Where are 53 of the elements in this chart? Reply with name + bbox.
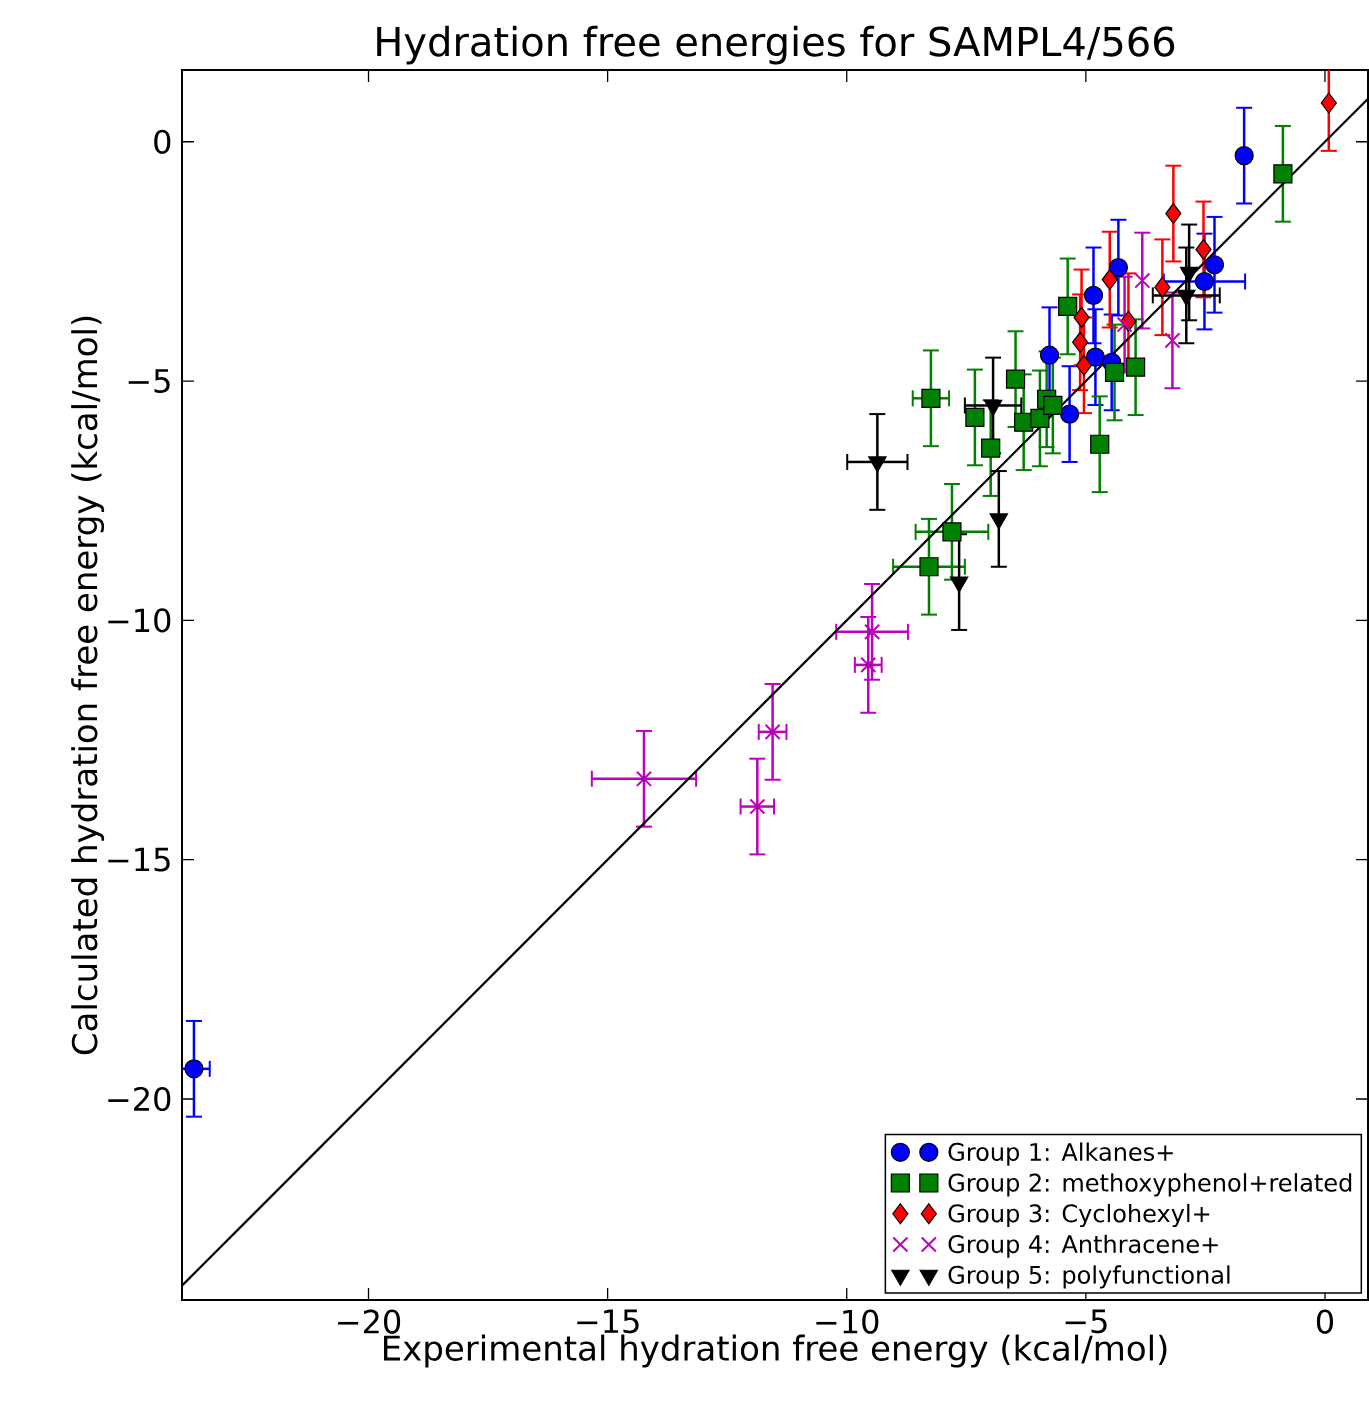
chart-title: Hydration free energies for SAMPL4/566 [377, 25, 1175, 65]
point [1194, 271, 1215, 292]
point [1075, 354, 1093, 376]
point [1060, 404, 1080, 424]
point [1073, 306, 1090, 329]
point [942, 522, 962, 542]
point [635, 770, 653, 787]
point [1005, 369, 1026, 389]
x-tick-label: 0 [1316, 1309, 1334, 1334]
y-tick-label: −5 [128, 369, 170, 393]
point [1164, 332, 1181, 349]
point [1273, 164, 1293, 184]
point [1134, 272, 1151, 289]
legend-label: Group 1: Alkanes+ [948, 1142, 1173, 1166]
point [919, 557, 939, 577]
legend-label: Group 2: methoxyphenol+related [948, 1173, 1352, 1197]
legend-label: Group 4: Anthracene+ [948, 1234, 1218, 1258]
point [764, 723, 781, 740]
y-tick-label: 0 [154, 129, 171, 154]
point [1204, 255, 1225, 275]
point [1154, 276, 1171, 298]
legend-label: Group 3: Cyclohexyl+ [948, 1203, 1210, 1228]
point [1101, 269, 1118, 291]
x-tick-label: −10 [816, 1309, 879, 1334]
point [1058, 296, 1078, 316]
y-tick-label: −10 [108, 608, 171, 633]
point [749, 798, 766, 815]
x-tick-label: −20 [338, 1309, 401, 1334]
point [1125, 357, 1146, 377]
point [864, 623, 881, 640]
point [921, 388, 941, 408]
point [1234, 146, 1254, 166]
y-tick-label: −15 [108, 847, 170, 872]
point [1072, 331, 1089, 353]
point [1085, 347, 1106, 367]
point [1320, 92, 1337, 114]
point [1195, 238, 1212, 261]
point [965, 407, 985, 428]
point [1104, 362, 1125, 383]
x-tick-label: −15 [577, 1309, 639, 1334]
point [981, 438, 1001, 458]
x-axis-title: Experimental hydration free energy (kcal/mol) [384, 1334, 1167, 1368]
point [1090, 434, 1110, 454]
point [1165, 202, 1182, 225]
y-tick-label: −20 [108, 1086, 171, 1112]
point [1108, 258, 1128, 278]
point [1116, 316, 1133, 333]
point [1083, 285, 1104, 305]
x-tick-label: −5 [1065, 1309, 1107, 1334]
point [1043, 395, 1063, 416]
legend-label: Group 5: polyfunctional [948, 1265, 1230, 1289]
y-axis-title: Calculated hydration free energy (kcal/mol) [71, 316, 105, 1055]
point [860, 656, 877, 673]
